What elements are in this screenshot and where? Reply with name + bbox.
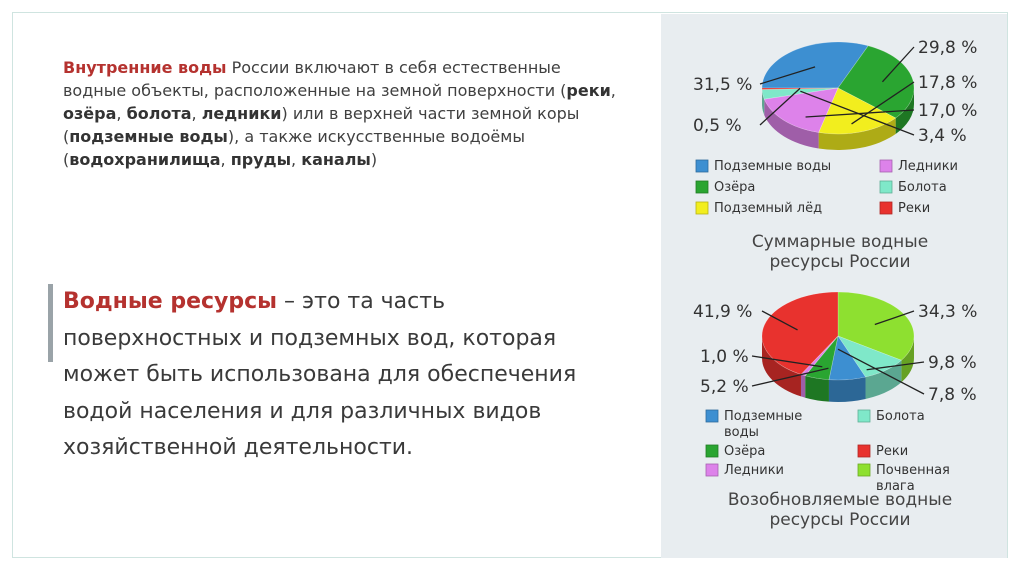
pie2-slice-5 bbox=[761, 291, 839, 375]
sep: , bbox=[116, 104, 127, 123]
pie2-slice-2 bbox=[828, 335, 867, 381]
pie1-legend-swatch-5 bbox=[879, 201, 893, 215]
pie1-label-1: 29,8 % bbox=[918, 38, 977, 58]
pie1-label-3: 17,0 % bbox=[918, 101, 977, 121]
intro-paragraph: Внутренние воды России включают в себя е… bbox=[63, 56, 623, 171]
pie2-leader-2 bbox=[837, 348, 925, 395]
definition-lead: Водные ресурсы bbox=[63, 289, 278, 314]
pie2-slice-3 bbox=[804, 335, 839, 381]
intro-text-1: России включают в себя естественные водн… bbox=[63, 58, 567, 100]
pie2-leader-3 bbox=[751, 367, 829, 387]
pie1-label-5: 0,5 % bbox=[693, 116, 742, 136]
term-rivers: реки bbox=[566, 81, 611, 100]
pie2-legend-label-2: Озёра bbox=[724, 444, 765, 459]
pie1-leader-0 bbox=[759, 66, 816, 85]
pie2-label-3: 5,2 % bbox=[700, 377, 749, 397]
term-reservoirs: водохранилища bbox=[69, 150, 221, 169]
pie2-side-4 bbox=[800, 374, 806, 398]
pie1-title-line1: Суммарные водные bbox=[752, 232, 928, 252]
pie1-label-2: 17,8 % bbox=[918, 73, 977, 93]
pie1-side-3 bbox=[764, 99, 819, 149]
pie1-leader-2 bbox=[851, 81, 915, 125]
pie2-leader-0 bbox=[874, 310, 915, 326]
term-glaciers: ледники bbox=[201, 104, 282, 123]
pie2-slice-0 bbox=[837, 291, 915, 361]
pie2-label-2: 7,8 % bbox=[928, 385, 977, 405]
pie1-legend-label-4: Подземный лёд bbox=[714, 201, 822, 216]
pie2-side-2 bbox=[828, 377, 866, 403]
accent-bar bbox=[48, 284, 53, 362]
intro-lead: Внутренние воды bbox=[63, 58, 227, 77]
pie2-legend-label-4: Ледники bbox=[724, 463, 784, 478]
pie2-side-1 bbox=[865, 360, 902, 400]
pie1-legend-label-3: Болота bbox=[898, 180, 947, 195]
pie2-side-3 bbox=[805, 375, 829, 402]
slide-frame bbox=[12, 12, 1008, 558]
pie1-slice-4 bbox=[761, 87, 839, 100]
sep: , bbox=[291, 150, 302, 169]
pie2-legend-swatch-0 bbox=[705, 409, 719, 423]
pie2-label-5: 41,9 % bbox=[693, 302, 752, 322]
term-swamps: болота bbox=[126, 104, 192, 123]
pie1-legend-swatch-1 bbox=[879, 159, 893, 173]
pie2-legend-swatch-5 bbox=[857, 463, 871, 477]
term-groundwater: подземные воды bbox=[69, 127, 228, 146]
term-lakes: озёра bbox=[63, 104, 117, 123]
intro-text-4: ) bbox=[370, 150, 378, 169]
pie1-label-0: 31,5 % bbox=[693, 75, 752, 95]
pie1-slice-2 bbox=[818, 87, 897, 135]
definition-text: – это та часть поверхностных и подземных… bbox=[63, 289, 577, 460]
pie2-legend-label-5: Почвенная bbox=[876, 463, 950, 478]
pie2-label-4: 1,0 % bbox=[700, 347, 749, 367]
pie1-legend-swatch-4 bbox=[695, 201, 709, 215]
pie1-leader-5 bbox=[759, 87, 801, 126]
pie1-legend-label-2: Озёра bbox=[714, 180, 755, 195]
intro-text-3: ), а также искусственные водоёмы ( bbox=[63, 127, 525, 169]
term-ponds: пруды bbox=[230, 150, 292, 169]
pie1-side-2 bbox=[818, 117, 896, 150]
pie1-title-line2: ресурсы России bbox=[769, 252, 910, 272]
pie2-leader-4 bbox=[751, 355, 823, 368]
sep: , bbox=[220, 150, 231, 169]
definition-paragraph: Водные ресурсы – это та часть поверхност… bbox=[63, 284, 623, 467]
pie1-legend-label-0: Подземные воды bbox=[714, 159, 831, 174]
pie1-legend-label-1: Ледники bbox=[898, 159, 958, 174]
pie2-legend-swatch-3 bbox=[857, 444, 871, 458]
pie1-legend-label-5: Реки bbox=[898, 201, 930, 216]
pie2-leader-5 bbox=[761, 310, 798, 331]
pie2-title-line1: Возобновляемые водные bbox=[728, 490, 952, 510]
pie2-label-1: 9,8 % bbox=[928, 353, 977, 373]
pie1-label-4: 3,4 % bbox=[918, 126, 967, 146]
pie1-leader-1 bbox=[881, 46, 915, 83]
pie1-legend-swatch-3 bbox=[879, 180, 893, 194]
pie2-legend-label-5: влага bbox=[876, 479, 915, 494]
pie2-legend-swatch-2 bbox=[705, 444, 719, 458]
pie1-side-4 bbox=[762, 89, 765, 116]
pie2-legend-swatch-1 bbox=[857, 409, 871, 423]
pie2-legend-label-0: Подземные bbox=[724, 409, 802, 424]
pie2-label-0: 34,3 % bbox=[918, 302, 977, 322]
intro-text-2: ) или в верхней части земной коры ( bbox=[63, 104, 580, 146]
pie2-side-0 bbox=[901, 336, 914, 383]
pie1-legend-swatch-2 bbox=[695, 180, 709, 194]
pie2-legend-label-1: Болота bbox=[876, 409, 925, 424]
pie2-legend-label-0: воды bbox=[724, 425, 759, 440]
sep: , bbox=[191, 104, 202, 123]
pie1-slice-0 bbox=[761, 41, 869, 89]
term-canals: каналы bbox=[301, 150, 371, 169]
pie2-legend-label-3: Реки bbox=[876, 444, 908, 459]
pie2-side-5 bbox=[762, 336, 801, 397]
pie2-title-line2: ресурсы России bbox=[769, 510, 910, 530]
pie1-leader-4 bbox=[800, 90, 915, 136]
pie1-legend-swatch-0 bbox=[695, 159, 709, 173]
pie2-legend-swatch-4 bbox=[705, 463, 719, 477]
sep: , bbox=[610, 81, 616, 100]
